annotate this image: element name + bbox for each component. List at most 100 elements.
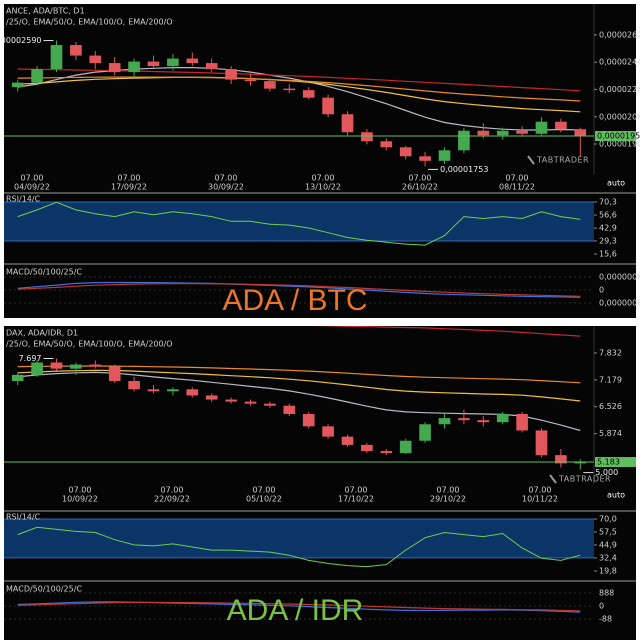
- symbol: ANCE, ADA/BTC, D1: [6, 7, 85, 16]
- x-date-label: 17/09/22: [111, 183, 147, 192]
- rsi-band: [4, 519, 594, 558]
- legend-entry: /25/O,: [6, 18, 30, 27]
- x-time-label: 07.00: [529, 486, 552, 495]
- y-tick-label: 7.832: [599, 348, 622, 357]
- candle-body: [50, 362, 63, 369]
- watermark: TABTRADER: [536, 156, 589, 165]
- overlay-title: ADA / BTC: [222, 284, 367, 317]
- macd-tick-label: 0: [599, 285, 604, 294]
- candle-body: [399, 440, 412, 454]
- x-time-label: 07.00: [253, 486, 276, 495]
- ema-line: [17, 76, 581, 102]
- macd-line: [17, 283, 581, 297]
- candle-body: [574, 129, 587, 137]
- candle-body: [438, 150, 451, 161]
- y-tick-label: 7.179: [599, 375, 622, 384]
- x-date-label: 05/10/22: [246, 495, 282, 504]
- rsi-line: [17, 201, 581, 246]
- candle-body: [399, 147, 412, 157]
- candle-body: [555, 121, 567, 130]
- overlay-lines: [11, 326, 587, 470]
- watermark-logo: [527, 155, 535, 165]
- macd-tick-label: 0,0000008: [599, 298, 640, 307]
- scale-mode: auto: [607, 179, 625, 188]
- candle-body: [322, 97, 334, 115]
- candle-body: [535, 121, 548, 134]
- macd-tick-label: 888: [599, 588, 614, 597]
- last-price-box: [595, 131, 636, 142]
- legend-entry: EMA/200/O: [128, 340, 172, 349]
- candle-body: [225, 69, 237, 80]
- candle-body: [11, 82, 24, 88]
- rsi-tick-label: 19,8: [599, 566, 617, 575]
- candle-body: [380, 141, 393, 148]
- x-time-label: 07.00: [437, 486, 460, 495]
- rsi-tick-label: 57,5: [599, 527, 617, 536]
- x-date-label: 17/10/22: [338, 495, 374, 504]
- y-tick-label: 0,00002264: [599, 85, 640, 94]
- overlay-title: ADA / IDR: [227, 594, 364, 627]
- rsi-tick-label: 44,9: [599, 541, 617, 550]
- candle-body: [535, 430, 548, 456]
- candle-body: [283, 88, 296, 91]
- candle-body: [186, 58, 199, 64]
- legend-entry: EMA/50/O,: [33, 18, 75, 27]
- candle-body: [496, 413, 509, 423]
- candle-body: [302, 90, 315, 98]
- ema-line: [17, 76, 581, 113]
- candle-body: [341, 436, 354, 445]
- ema-line: [17, 365, 581, 384]
- x-date-label: 29/10/22: [430, 495, 466, 504]
- macd-tick-label: -88: [599, 614, 612, 623]
- rsi-tick-label: 56,6: [599, 211, 617, 220]
- legend-entry: EMA/200/O: [128, 18, 172, 27]
- watermark-logo: [549, 474, 557, 484]
- macd-label: MACD/50/100/25/C: [6, 268, 82, 277]
- watermark: TABTRADER: [558, 475, 611, 484]
- candle-body: [555, 455, 567, 464]
- candle-body: [361, 132, 373, 142]
- last-price-box: [595, 457, 636, 468]
- candle-body: [283, 405, 296, 414]
- candle-body: [322, 426, 334, 437]
- candle-body: [108, 63, 121, 73]
- x-date-label: 22/09/22: [154, 495, 190, 504]
- candle-body: [438, 418, 451, 425]
- x-date-label: 26/10/22: [402, 183, 438, 192]
- candle-body: [186, 389, 199, 396]
- x-date-label: 10/11/22: [522, 495, 558, 504]
- low-marker-label: 5.000: [595, 468, 618, 477]
- candle-body: [205, 395, 218, 400]
- legend-entry: /25/O,: [6, 340, 30, 349]
- candle-body: [31, 69, 43, 83]
- legend-entry: EMA/100/O,: [78, 340, 125, 349]
- candle-body: [11, 374, 24, 382]
- x-date-label: 04/09/22: [14, 183, 50, 192]
- candle-body: [167, 389, 179, 392]
- rsi-tick-label: 32,4: [599, 553, 617, 562]
- candle-body: [31, 362, 43, 375]
- candle-body: [361, 444, 373, 452]
- rsi-tick-label: 15,6: [599, 250, 617, 259]
- legend-entry: EMA/50/O,: [33, 340, 75, 349]
- macd-line: [17, 601, 581, 613]
- macd-tick-label: 0,0000008: [599, 272, 640, 281]
- candle-body: [205, 63, 218, 70]
- rsi-label: RSI/14/C: [6, 513, 41, 522]
- candle-body: [419, 156, 431, 161]
- x-time-label: 07.00: [21, 174, 44, 183]
- candle-body: [167, 58, 179, 67]
- symbol: DAX, ADA/IDR, D1: [6, 329, 78, 338]
- candle-body: [128, 61, 140, 73]
- high-marker-label: 7.697: [19, 354, 42, 363]
- macd-tick-label: 0: [599, 601, 604, 610]
- rsi-line: [17, 526, 581, 568]
- candle-body: [477, 130, 490, 136]
- candle-body: [516, 130, 528, 134]
- x-time-label: 07.00: [312, 174, 335, 183]
- y-tick-label: 0,00001902: [599, 139, 640, 148]
- candle-body: [380, 451, 393, 454]
- candle-body: [516, 413, 528, 431]
